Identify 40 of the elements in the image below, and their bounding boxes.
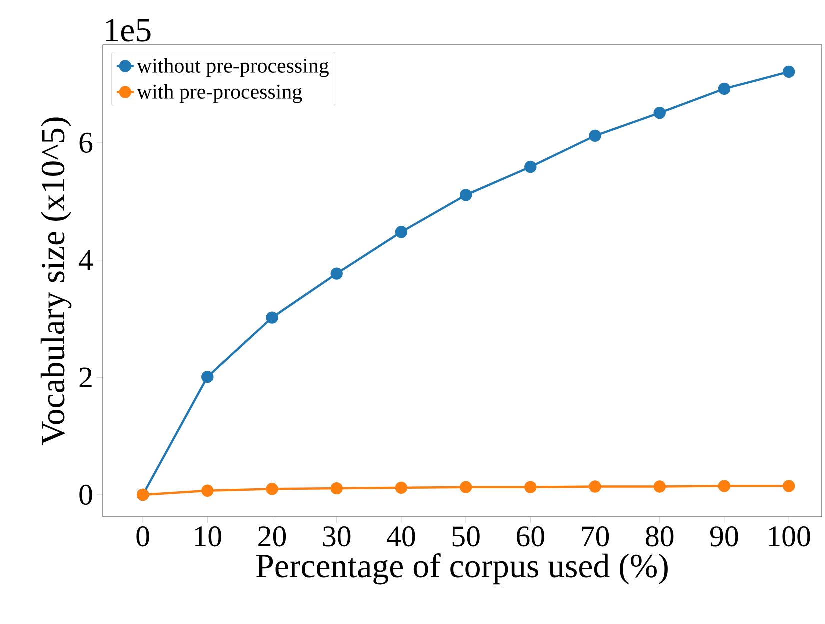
x-tick-label: 10 <box>195 526 222 547</box>
point <box>460 481 472 494</box>
y-axis-title: Vocabulary size (x10^5) <box>40 118 72 446</box>
point <box>782 66 796 78</box>
point <box>718 480 731 492</box>
point <box>330 482 343 495</box>
x-tick-label: 90 <box>710 526 738 547</box>
point <box>202 370 214 384</box>
point <box>524 481 537 494</box>
y-tick-label: 0 <box>80 484 92 506</box>
point <box>266 483 278 496</box>
point <box>589 480 602 493</box>
legend-label: with pre-processing <box>137 84 302 104</box>
point <box>524 160 537 174</box>
x-tick-label: 40 <box>387 526 416 547</box>
point <box>718 82 731 96</box>
text: 1e5 <box>106 19 151 42</box>
x-tick-label: 20 <box>258 526 286 547</box>
point <box>330 268 343 280</box>
point <box>654 106 666 120</box>
point <box>266 312 278 324</box>
y-tick-label: 6 <box>80 132 93 154</box>
point <box>395 482 408 494</box>
x-tick-label: 0 <box>136 526 150 547</box>
x-tick-label: 80 <box>646 526 674 547</box>
x-tick-label: 70 <box>582 526 610 547</box>
point <box>589 130 602 142</box>
y-tick-label: 4 <box>79 250 94 270</box>
y-tick-label: 2 <box>80 368 92 388</box>
x-tick-label: 50 <box>452 526 480 547</box>
point <box>202 484 214 497</box>
legend-label: without pre-processing <box>137 58 329 78</box>
point <box>395 226 408 238</box>
x-axis-title: Percentage of corpus used (%) <box>256 554 668 585</box>
x-tick-label: 60 <box>516 526 544 547</box>
x-tick-label: 30 <box>323 526 351 547</box>
point <box>654 480 666 493</box>
point <box>460 189 472 202</box>
x-tick-label: 100 <box>769 526 810 547</box>
point <box>782 480 796 492</box>
